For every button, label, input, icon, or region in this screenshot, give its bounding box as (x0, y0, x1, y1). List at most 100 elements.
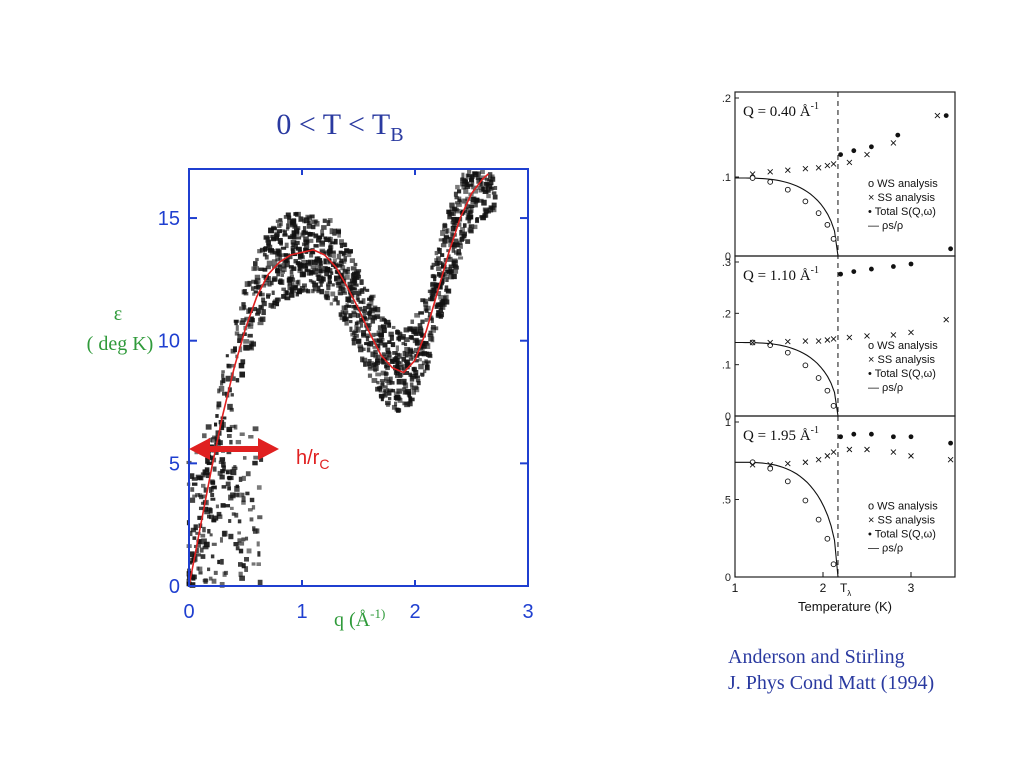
scatter-point (266, 244, 273, 251)
scatter-point (243, 339, 250, 344)
total-point (948, 246, 953, 252)
scatter-point (371, 378, 378, 383)
scatter-point (493, 185, 498, 190)
scatter-point (390, 342, 396, 348)
scatter-point (351, 271, 356, 277)
scatter-point (338, 261, 344, 267)
scatter-point (252, 426, 259, 432)
scatter-point (379, 379, 386, 383)
scatter-point (295, 280, 300, 285)
scatter-point (247, 333, 253, 338)
scatter-point (446, 249, 450, 253)
scatter-point (224, 504, 231, 508)
scatter-point (233, 492, 240, 497)
scatter-point (252, 460, 258, 466)
scatter-point (222, 530, 228, 537)
scatter-point (362, 347, 366, 351)
scatter-point (281, 294, 287, 299)
scatter-point (221, 377, 226, 384)
title-main: 0 < T < T (276, 108, 391, 141)
scatter-point (441, 272, 448, 277)
scatter-point (366, 303, 372, 310)
scatter-point (344, 274, 350, 280)
scatter-point (423, 298, 428, 304)
scatter-point (371, 332, 376, 338)
scatter-point (467, 169, 472, 174)
scatter-point (209, 455, 215, 461)
ss-point (846, 446, 853, 453)
scatter-point (417, 352, 423, 356)
scatter-point (318, 279, 325, 284)
scatter-point (301, 230, 306, 235)
scatter-point (287, 279, 292, 286)
legend-entry: — ρs/ρ (868, 220, 903, 232)
scatter-point (358, 300, 364, 304)
scatter-point (283, 230, 287, 235)
ss-point (824, 337, 831, 343)
scatter-point (258, 304, 263, 309)
scatter-point (382, 385, 388, 389)
ss-point (749, 339, 756, 346)
scatter-point (354, 321, 359, 326)
scatter-point (210, 437, 217, 443)
scatter-point (278, 255, 282, 261)
total-point (948, 440, 953, 446)
ss-point (864, 151, 870, 158)
scatter-point (450, 225, 456, 232)
scatter-point (424, 364, 430, 371)
scatter-point (217, 470, 223, 476)
legend-entry: o WS analysis (868, 178, 938, 190)
legend-entry: o WS analysis (868, 340, 938, 352)
scatter-point (302, 283, 307, 288)
total-point (869, 266, 874, 272)
scatter-point (451, 273, 457, 280)
scatter-point (397, 408, 402, 413)
scatter-point (359, 288, 365, 294)
scatter-point (303, 217, 310, 224)
scatter-point (391, 404, 397, 410)
scatter-point (485, 186, 491, 193)
scatter-point (341, 251, 346, 257)
scatter-point (303, 288, 309, 293)
ss-point (815, 165, 822, 171)
scatter-point (191, 482, 198, 486)
scatter-point (290, 239, 297, 245)
scatter-point (384, 377, 390, 381)
scatter-point (357, 289, 362, 295)
scatter-point (417, 323, 423, 329)
scatter-point (367, 314, 373, 320)
ss-point (864, 333, 870, 339)
scatter-point (350, 266, 357, 271)
scatter-point (227, 403, 233, 410)
scatter-point (222, 465, 226, 472)
scatter-point (269, 234, 274, 239)
total-point (908, 261, 914, 267)
ss-point (815, 456, 822, 463)
scatter-point (188, 557, 194, 564)
ss-point (890, 140, 897, 146)
scatter-point (377, 387, 383, 392)
scatter-point (309, 250, 316, 255)
scatter-point (365, 333, 371, 339)
scatter-point (463, 209, 468, 213)
scatter-point (397, 364, 404, 371)
scatter-point (357, 344, 363, 349)
scatter-point (211, 518, 217, 523)
scatter-point (430, 281, 436, 287)
scatter-point (382, 342, 388, 348)
scatter-point (210, 554, 215, 559)
scatter-point (416, 380, 421, 386)
scatter-point (317, 235, 323, 240)
scatter-point (420, 319, 425, 324)
scatter-point (453, 191, 458, 197)
scatter-point (220, 503, 226, 508)
scatter-point (340, 310, 345, 315)
scatter-point (387, 340, 392, 344)
scatter-point (411, 330, 418, 334)
scatter-point (201, 483, 206, 488)
ss-point (824, 453, 831, 459)
total-point (851, 148, 857, 154)
scatter-point (371, 362, 377, 368)
scatter-point (357, 306, 363, 312)
